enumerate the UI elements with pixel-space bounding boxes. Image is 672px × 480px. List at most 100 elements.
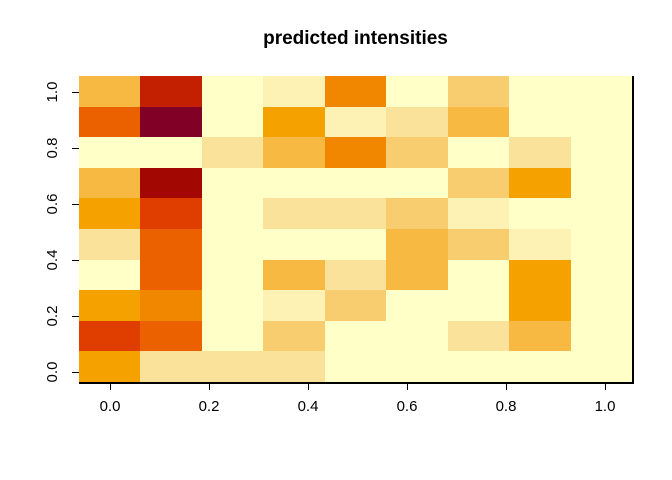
heatmap-cell — [509, 137, 571, 168]
heatmap-cell — [386, 290, 448, 321]
heatmap-cell — [447, 167, 510, 199]
heatmap-cell — [140, 198, 202, 229]
heatmap-cell — [263, 76, 325, 107]
heatmap-cell — [570, 76, 632, 107]
y-axis-tick-label: 0.0 — [44, 361, 61, 383]
heatmap-cell — [79, 351, 141, 382]
heatmap-cell — [509, 106, 571, 138]
heatmap-cell — [324, 137, 387, 168]
y-axis-tick-label: 1.0 — [44, 81, 61, 103]
heatmap-cell — [140, 320, 202, 352]
y-axis-tick-label: 0.2 — [44, 305, 61, 327]
heatmap-cell — [140, 106, 202, 138]
heatmap-cell — [386, 106, 448, 138]
heatmap-cell — [324, 290, 387, 321]
y-axis-tick — [72, 315, 79, 317]
heatmap-cell — [79, 167, 141, 199]
x-axis-tick-label: 1.0 — [594, 398, 616, 415]
heatmap-cell — [263, 229, 325, 260]
heatmap-cell — [263, 198, 325, 229]
heatmap-cell — [263, 137, 325, 168]
y-axis-tick — [72, 371, 79, 373]
y-axis-tick — [72, 91, 79, 93]
chart-title: predicted intensities — [263, 28, 448, 49]
heatmap-cell — [324, 167, 387, 199]
heatmap-cell — [386, 229, 448, 260]
heatmap-cell — [570, 167, 632, 199]
heatmap-cell — [263, 351, 325, 382]
heatmap-cell — [79, 259, 141, 291]
heatmap-cell — [570, 106, 632, 138]
heatmap-cell — [263, 320, 325, 352]
heatmap-cell — [201, 106, 264, 138]
heatmap-cell — [140, 290, 202, 321]
x-axis-tick-label: 0.4 — [297, 398, 319, 415]
heatmap-cell — [79, 137, 141, 168]
heatmap-cell — [509, 259, 571, 291]
heatmap-cell — [447, 290, 510, 321]
heatmap-cell — [79, 198, 141, 229]
heatmap-cell — [447, 229, 510, 260]
heatmap-cell — [509, 229, 571, 260]
heatmap-cell — [324, 259, 387, 291]
heatmap-cell — [386, 137, 448, 168]
x-axis-tick — [505, 384, 507, 390]
heatmap-cell — [570, 198, 632, 229]
heatmap-cell — [140, 167, 202, 199]
heatmap-cell — [201, 137, 264, 168]
heatmap-cell — [509, 290, 571, 321]
heatmap-cell — [79, 76, 141, 107]
heatmap-cell — [324, 351, 387, 382]
heatmap-cell — [570, 229, 632, 260]
heatmap-cell — [570, 320, 632, 352]
heatmap-cell — [447, 351, 510, 382]
heatmap-cell — [201, 290, 264, 321]
heatmap-cell — [263, 259, 325, 291]
heatmap-cell — [140, 137, 202, 168]
heatmap-cell — [324, 198, 387, 229]
x-axis-tick-label: 0.8 — [495, 398, 517, 415]
x-axis-tick — [208, 384, 210, 390]
y-axis-tick-label: 0.8 — [44, 137, 61, 159]
heatmap-cell — [324, 229, 387, 260]
heatmap-cell — [201, 259, 264, 291]
x-axis-tick — [307, 384, 309, 390]
heatmap-cell — [570, 290, 632, 321]
heatmap-cell — [79, 320, 141, 352]
heatmap-cell — [447, 106, 510, 138]
heatmap-cell — [79, 290, 141, 321]
heatmap-cell — [201, 320, 264, 352]
y-axis-tick — [72, 203, 79, 205]
heatmap-cell — [263, 167, 325, 199]
y-axis-tick-label: 0.4 — [44, 249, 61, 271]
heatmap-cell — [509, 167, 571, 199]
heatmap-cell — [140, 259, 202, 291]
x-axis-tick-label: 0.0 — [99, 398, 121, 415]
heatmap-cell — [447, 320, 510, 352]
x-axis-tick — [406, 384, 408, 390]
x-axis-tick — [604, 384, 606, 390]
y-axis-tick — [72, 147, 79, 149]
heatmap-cell — [140, 351, 202, 382]
heatmap-cell — [79, 106, 141, 138]
x-axis-tick-label: 0.6 — [396, 398, 418, 415]
heatmap-cell — [140, 229, 202, 260]
x-axis-tick-label: 0.2 — [198, 398, 220, 415]
heatmap-cell — [79, 229, 141, 260]
heatmap-cell — [509, 76, 571, 107]
heatmap-cell — [447, 198, 510, 229]
heatmap-cell — [201, 229, 264, 260]
heatmap-cell — [509, 351, 571, 382]
heatmap-cell — [201, 351, 264, 382]
heatmap-cell — [201, 198, 264, 229]
heatmap-cell — [447, 259, 510, 291]
heatmap-cell — [570, 137, 632, 168]
heatmap-cell — [509, 320, 571, 352]
heatmap-cell — [386, 198, 448, 229]
heatmap-cell — [447, 76, 510, 107]
x-axis-tick — [109, 384, 111, 390]
heatmap-cell — [386, 259, 448, 291]
heatmap-cell — [386, 76, 448, 107]
heatmap-cell — [140, 76, 202, 107]
